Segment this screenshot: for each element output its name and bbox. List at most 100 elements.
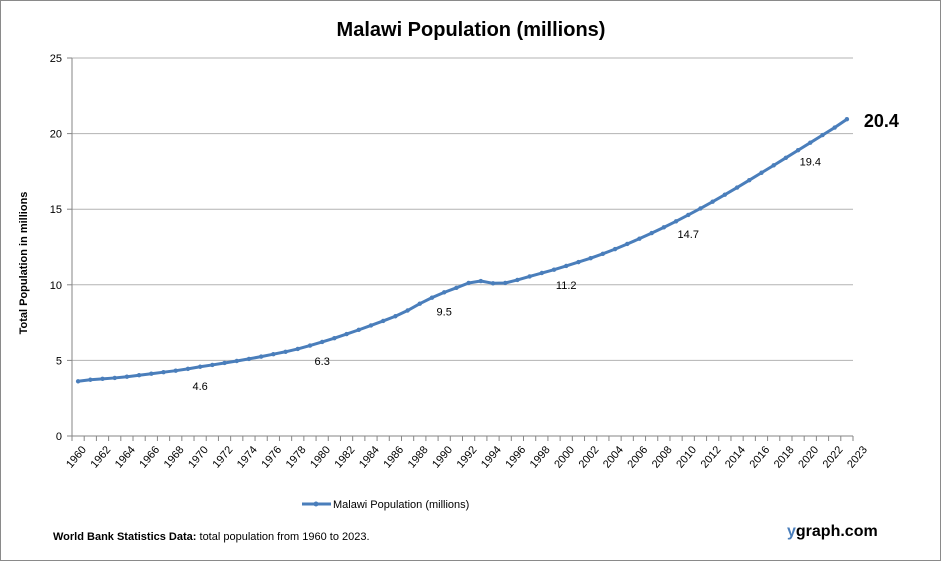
data-point xyxy=(649,230,654,236)
data-point xyxy=(222,360,227,366)
x-tick-label: 1960 xyxy=(64,444,89,470)
source-note-text: total population from 1960 to 2023. xyxy=(196,531,369,543)
data-label: 11.2 xyxy=(556,280,577,292)
data-point xyxy=(185,366,191,372)
legend-point-marker xyxy=(313,501,319,507)
data-point xyxy=(832,125,837,130)
source-note: World Bank Statistics Data: total popula… xyxy=(53,531,370,543)
data-point xyxy=(234,358,239,364)
data-point xyxy=(173,368,178,373)
data-point xyxy=(332,335,337,341)
data-point xyxy=(258,354,264,359)
data-point xyxy=(795,148,801,153)
data-label: 4.6 xyxy=(192,381,207,393)
data-point xyxy=(88,377,93,382)
data-label-latest: 20.4 xyxy=(864,111,899,131)
x-tick-label: 1980 xyxy=(308,444,333,470)
brand-logo-y: y xyxy=(787,523,796,540)
x-tick-label: 1968 xyxy=(162,444,187,470)
y-axis-label: Total Population in millions xyxy=(18,192,30,335)
brand-logo-rest: graph.com xyxy=(796,523,878,540)
data-point xyxy=(380,318,386,324)
data-point xyxy=(820,132,825,138)
x-tick-label: 1972 xyxy=(211,444,236,470)
x-tick-label: 2022 xyxy=(821,444,846,470)
y-tick-label: 10 xyxy=(50,280,62,292)
y-tick-label: 0 xyxy=(56,431,62,443)
x-tick-label: 1976 xyxy=(259,444,284,470)
y-tick-label: 15 xyxy=(50,204,62,216)
brand-logo: ygraph.com xyxy=(787,523,878,540)
data-point xyxy=(405,308,410,313)
chart-title: Malawi Population (millions) xyxy=(337,19,606,41)
data-point xyxy=(576,259,581,265)
data-point xyxy=(759,170,764,175)
x-tick-label: 1998 xyxy=(528,444,553,470)
data-point xyxy=(344,331,349,337)
data-point xyxy=(295,346,300,352)
series-malawi-population xyxy=(75,117,850,384)
data-point xyxy=(161,369,166,375)
x-tick-labels: 1960 1962 1964 1966 1968 1970 1972 1974 1976 1978… xyxy=(64,444,870,470)
x-tick-label: 1966 xyxy=(137,444,162,470)
data-point xyxy=(698,206,703,211)
data-point xyxy=(527,274,532,279)
data-point xyxy=(393,314,398,319)
data-point xyxy=(100,376,105,382)
data-point xyxy=(783,155,789,160)
data-point xyxy=(75,379,81,384)
x-tick-label: 1994 xyxy=(479,444,504,470)
legend: Malawi Population (millions) xyxy=(302,499,469,511)
x-tick-label: 2016 xyxy=(747,444,772,470)
data-point xyxy=(124,374,130,379)
data-point xyxy=(551,267,557,272)
data-point xyxy=(417,301,422,306)
data-point xyxy=(490,281,496,286)
data-point xyxy=(271,352,276,357)
y-tick-label: 25 xyxy=(50,53,62,65)
data-point xyxy=(441,290,447,295)
data-point xyxy=(600,251,606,257)
data-point xyxy=(808,140,813,145)
y-tick-label: 5 xyxy=(56,355,62,367)
legend-label: Malawi Population (millions) xyxy=(333,499,469,511)
x-tick-label: 2004 xyxy=(601,444,626,470)
x-tick-label: 2008 xyxy=(650,444,675,470)
x-tick-label: 2018 xyxy=(772,444,797,470)
data-point xyxy=(136,373,142,378)
data-point xyxy=(564,263,569,269)
data-label: 6.3 xyxy=(315,356,330,368)
data-point xyxy=(747,177,752,183)
data-point xyxy=(319,339,325,345)
data-point xyxy=(710,199,715,204)
x-tick-label: 1962 xyxy=(88,444,113,470)
data-point xyxy=(149,371,154,376)
y-tick-label: 20 xyxy=(50,129,62,141)
data-point xyxy=(673,219,679,224)
data-point xyxy=(454,285,459,291)
data-point xyxy=(246,356,252,362)
data-label: 9.5 xyxy=(437,306,452,318)
x-tick-label: 2012 xyxy=(699,444,724,470)
data-point xyxy=(625,241,630,247)
data-label: 19.4 xyxy=(800,157,821,169)
series-line xyxy=(77,117,848,383)
x-tick-label: 1964 xyxy=(113,444,138,470)
data-point xyxy=(771,163,776,168)
data-point xyxy=(503,280,508,286)
data-point xyxy=(637,236,642,241)
data-point xyxy=(478,278,484,284)
x-tick-label: 1992 xyxy=(455,444,480,470)
data-point xyxy=(515,277,520,283)
axes xyxy=(67,57,854,441)
data-point xyxy=(197,364,203,369)
x-tick-label: 2000 xyxy=(552,444,577,470)
data-point xyxy=(612,246,618,252)
data-point xyxy=(722,192,728,197)
x-tick-label: 2014 xyxy=(723,444,748,470)
x-tick-label: 1970 xyxy=(186,444,211,470)
x-tick-label: 1990 xyxy=(430,444,455,470)
x-tick-label: 1996 xyxy=(503,444,528,470)
data-point xyxy=(210,362,215,368)
